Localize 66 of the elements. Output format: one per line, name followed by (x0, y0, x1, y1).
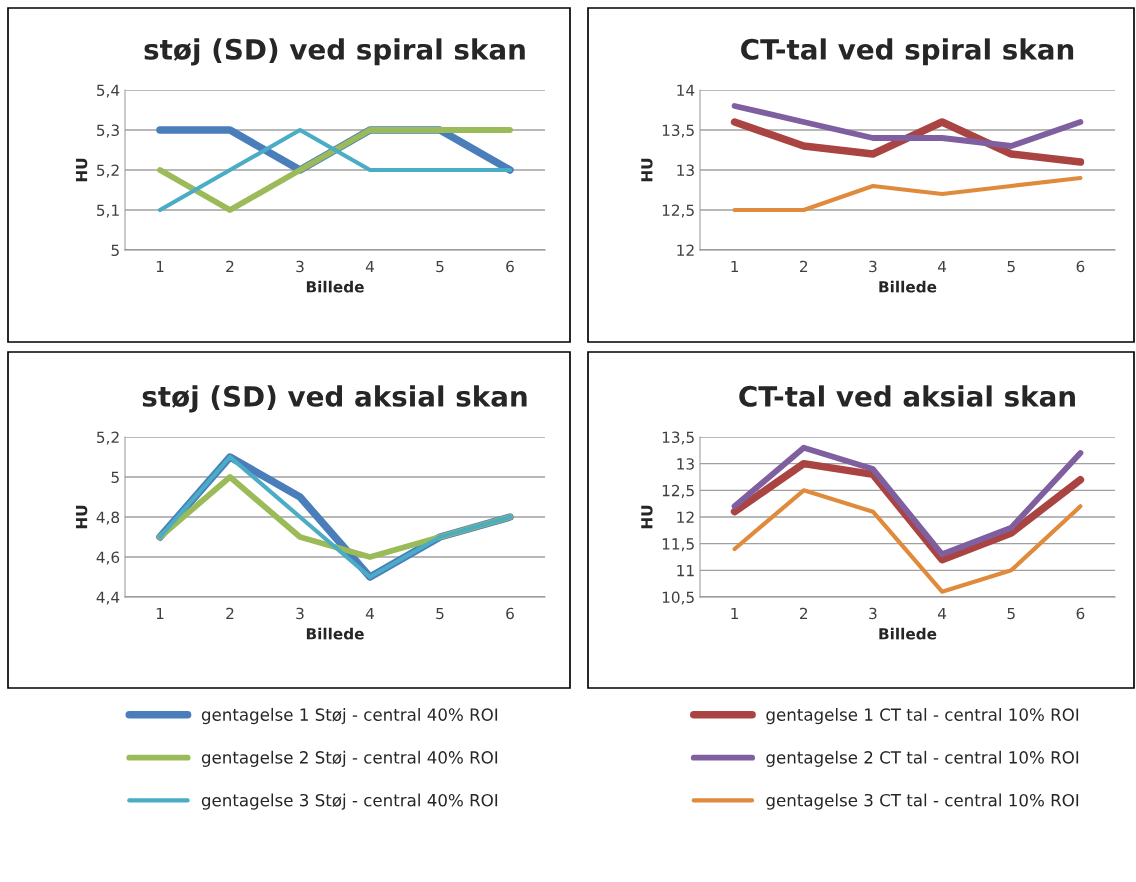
x-tick-label: 2 (226, 260, 234, 273)
x-tick-label: 4 (937, 607, 947, 620)
x-tick-label: 4 (365, 260, 374, 273)
y-tick-label: 5,3 (97, 124, 119, 138)
y-tick-label: 12 (677, 511, 694, 523)
x-tick-label: 6 (506, 607, 514, 620)
x-tick-label: 3 (869, 260, 877, 273)
x-tick-label: 6 (1076, 260, 1085, 273)
chart-title: støj (SD) ved aksial skan (142, 385, 527, 413)
y-axis-title: HU (641, 505, 653, 529)
x-tick-label: 1 (731, 260, 739, 273)
x-axis-title: Billede (879, 280, 937, 293)
x-tick-label: 1 (156, 260, 164, 273)
x-tick-label: 5 (1007, 607, 1015, 620)
x-axis-title: Billede (879, 627, 937, 640)
x-tick-label: 4 (365, 607, 374, 620)
x-tick-label: 3 (869, 607, 877, 620)
x-tick-label: 3 (296, 260, 304, 273)
x-tick-label: 6 (506, 260, 514, 273)
x-tick-label: 5 (1007, 260, 1015, 273)
x-tick-label: 2 (226, 607, 234, 620)
y-tick-label: 4,4 (96, 591, 120, 605)
y-tick-label: 14 (677, 84, 695, 96)
y-tick-label: 12,5 (662, 484, 694, 498)
x-tick-label: 1 (731, 607, 739, 620)
legend-label: gentagelse 1 Støj - central 40% ROI (201, 708, 498, 725)
y-tick-label: 5,4 (97, 84, 120, 98)
y-tick-label: 5 (111, 471, 119, 484)
chart-title: støj (SD) ved spiral skan (144, 38, 525, 66)
x-tick-label: 1 (156, 607, 164, 620)
y-tick-label: 5 (111, 244, 119, 257)
y-tick-label: 11,5 (662, 538, 694, 552)
x-tick-label: 4 (937, 260, 947, 273)
y-tick-label: 12 (677, 244, 694, 256)
y-tick-label: 5,2 (97, 164, 119, 178)
y-tick-label: 5,1 (97, 204, 119, 218)
y-tick-label: 11 (677, 565, 694, 577)
y-axis-title: HU (641, 158, 653, 182)
legend-label: gentagelse 1 CT tal - central 10% ROI (766, 708, 1079, 725)
x-tick-label: 2 (800, 260, 808, 273)
y-tick-label: 4,8 (96, 511, 120, 525)
x-tick-label: 5 (436, 607, 444, 620)
y-tick-label: 13 (677, 164, 694, 177)
y-tick-label: 13 (677, 458, 694, 470)
x-tick-label: 5 (436, 260, 444, 273)
y-axis-title: HU (75, 158, 88, 182)
legend-label: gentagelse 2 CT tal - central 10% ROI (766, 750, 1079, 767)
y-tick-label: 5,2 (97, 431, 119, 445)
y-tick-label: 10,5 (662, 591, 694, 605)
legend-label: gentagelse 2 Støj - central 40% ROI (201, 750, 498, 767)
y-axis-title: HU (75, 505, 88, 529)
x-tick-label: 2 (800, 607, 808, 620)
y-tick-label: 12,5 (662, 204, 694, 218)
y-tick-label: 13,5 (662, 124, 694, 138)
line-series (732, 488, 1083, 594)
y-tick-label: 4,6 (96, 551, 120, 565)
x-axis-title: Billede (306, 627, 364, 640)
x-tick-label: 6 (1076, 607, 1085, 620)
line-series (732, 175, 1083, 213)
x-tick-label: 3 (296, 607, 304, 620)
chart-title: CT-tal ved spiral skan (741, 38, 1074, 66)
x-axis-title: Billede (306, 280, 364, 293)
legend-label: gentagelse 3 CT tal - central 10% ROI (766, 793, 1079, 810)
chart-title: CT-tal ved aksial skan (739, 385, 1075, 407)
legend-label: gentagelse 3 Støj - central 40% ROI (201, 793, 498, 810)
y-tick-label: 13,5 (662, 431, 694, 445)
